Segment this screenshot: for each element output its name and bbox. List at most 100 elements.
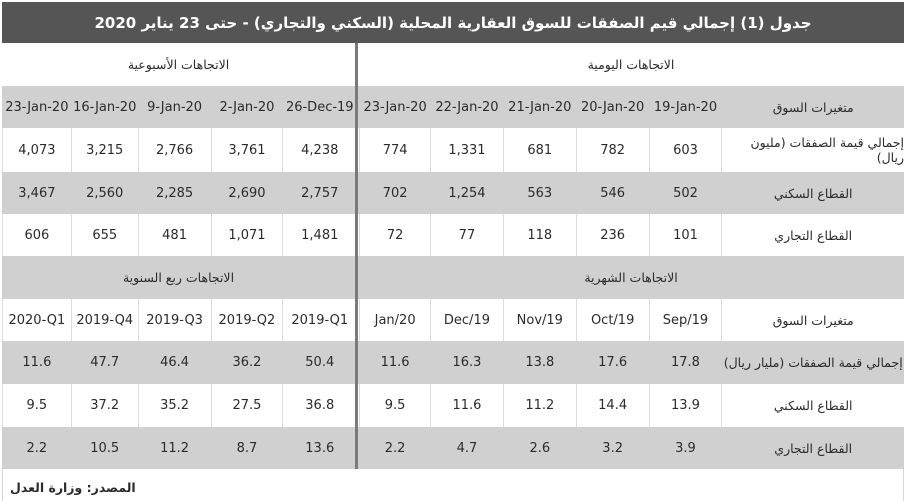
monthly-trends-heading: الاتجاهات الشهرية bbox=[584, 270, 678, 285]
table-cell: 782 bbox=[575, 128, 649, 172]
table-cell: 481 bbox=[137, 214, 211, 256]
row-label-header: متغيرات السوق bbox=[721, 299, 904, 341]
column-header: 23-Jan-20 bbox=[359, 86, 430, 128]
table-cell: 17.8 bbox=[648, 341, 722, 384]
table-cell: 8.7 bbox=[210, 427, 283, 469]
table-title: جدول (1) إجمالي قيم الصفقات للسوق العقار… bbox=[2, 2, 904, 44]
bottom-column-header-row: متغيرات السوق Sep/19 Oct/19 Nov/19 Dec/1… bbox=[1, 299, 904, 341]
table-row: القطاع التجاري 101 236 118 77 72 1,481 1… bbox=[1, 214, 904, 256]
row-label: إجمالي قيمة الصفقات (مليون ريال) bbox=[721, 128, 904, 172]
table-cell: 101 bbox=[648, 214, 722, 256]
column-header: 2-Jan-20 bbox=[210, 86, 283, 128]
table-cell: 13.9 bbox=[648, 384, 722, 427]
table-cell: 9.5 bbox=[359, 384, 430, 427]
column-header: 21-Jan-20 bbox=[502, 86, 576, 128]
row-label-header: متغيرات السوق bbox=[721, 86, 904, 128]
table-row: إجمالي قيمة الصفقات (مليون ريال) 603 782… bbox=[1, 128, 904, 172]
table-cell: 2,766 bbox=[137, 128, 211, 172]
table-cell: 3.9 bbox=[648, 427, 722, 469]
column-header: 20-Jan-20 bbox=[575, 86, 649, 128]
table-cell: 702 bbox=[359, 172, 430, 214]
table-cell: 11.2 bbox=[502, 384, 576, 427]
column-header: 9-Jan-20 bbox=[137, 86, 211, 128]
table-cell: 236 bbox=[575, 214, 649, 256]
table-cell: 13.8 bbox=[502, 341, 576, 384]
table-cell: 11.6 bbox=[359, 341, 430, 384]
row-label: القطاع السكني bbox=[721, 384, 904, 427]
table-cell: 1,071 bbox=[210, 214, 283, 256]
table-cell: 502 bbox=[648, 172, 722, 214]
column-header: 2019-Q4 bbox=[70, 299, 138, 341]
table-cell: 1,481 bbox=[282, 214, 356, 256]
table-cell: 3.2 bbox=[575, 427, 649, 469]
table-cell: 4,073 bbox=[1, 128, 71, 172]
table-cell: 36.8 bbox=[282, 384, 356, 427]
column-header: 22-Jan-20 bbox=[430, 86, 503, 128]
table-cell: 546 bbox=[575, 172, 649, 214]
column-header: 2019-Q3 bbox=[137, 299, 211, 341]
table-cell: 35.2 bbox=[137, 384, 211, 427]
table-cell: 655 bbox=[70, 214, 138, 256]
table-cell: 10.5 bbox=[70, 427, 138, 469]
table-cell: 2.6 bbox=[502, 427, 576, 469]
table-cell: 27.5 bbox=[210, 384, 283, 427]
table-row: القطاع التجاري 3.9 3.2 2.6 4.7 2.2 13.6 … bbox=[1, 427, 904, 469]
table-cell: 3,215 bbox=[70, 128, 138, 172]
table-cell: 77 bbox=[430, 214, 503, 256]
table-cell: 2,560 bbox=[70, 172, 138, 214]
column-header: 2019-Q2 bbox=[210, 299, 283, 341]
column-header: 2020-Q1 bbox=[1, 299, 71, 341]
column-header: Nov/19 bbox=[502, 299, 576, 341]
row-label: القطاع التجاري bbox=[721, 214, 904, 256]
table-cell: 46.4 bbox=[137, 341, 211, 384]
table-cell: 774 bbox=[359, 128, 430, 172]
table-cell: 11.2 bbox=[137, 427, 211, 469]
column-header: Sep/19 bbox=[648, 299, 722, 341]
table-cell: 118 bbox=[502, 214, 576, 256]
column-header: 2019-Q1 bbox=[282, 299, 356, 341]
table-cell: 14.4 bbox=[575, 384, 649, 427]
table-cell: 16.3 bbox=[430, 341, 503, 384]
table-row: إجمالي قيمة الصفقات (مليار ريال) 17.8 17… bbox=[1, 341, 904, 384]
weekly-trends-heading: الاتجاهات الأسبوعية bbox=[127, 57, 230, 72]
column-header: 26-Dec-19 bbox=[282, 86, 356, 128]
row-label: القطاع التجاري bbox=[721, 427, 904, 469]
column-header: 19-Jan-20 bbox=[648, 86, 722, 128]
section-divider bbox=[355, 43, 358, 469]
table-cell: 603 bbox=[648, 128, 722, 172]
table-cell: 11.6 bbox=[1, 341, 71, 384]
table-cell: 681 bbox=[502, 128, 576, 172]
table-cell: 1,331 bbox=[430, 128, 503, 172]
table-cell: 47.7 bbox=[70, 341, 138, 384]
table-cell: 563 bbox=[502, 172, 576, 214]
table-cell: 3,467 bbox=[1, 172, 71, 214]
table-cell: 4.7 bbox=[430, 427, 503, 469]
table-cell: 2,757 bbox=[282, 172, 356, 214]
table-cell: 3,761 bbox=[210, 128, 283, 172]
table-cell: 37.2 bbox=[70, 384, 138, 427]
table-cell: 13.6 bbox=[282, 427, 356, 469]
table-cell: 72 bbox=[359, 214, 430, 256]
daily-trends-heading: الاتجاهات اليومية bbox=[587, 57, 675, 72]
column-header: Oct/19 bbox=[575, 299, 649, 341]
column-header: 23-Jan-20 bbox=[1, 86, 71, 128]
column-header: Dec/19 bbox=[430, 299, 503, 341]
top-section-heading-row bbox=[2, 43, 904, 86]
table-cell: 50.4 bbox=[282, 341, 356, 384]
quarterly-trends-heading: الاتجاهات ربع السنوية bbox=[122, 270, 235, 285]
table-cell: 2.2 bbox=[359, 427, 430, 469]
table-cell: 17.6 bbox=[575, 341, 649, 384]
table-cell: 4,238 bbox=[282, 128, 356, 172]
bottom-section-heading-row bbox=[2, 256, 904, 299]
table-cell: 9.5 bbox=[1, 384, 71, 427]
table-cell: 2.2 bbox=[1, 427, 71, 469]
row-label: إجمالي قيمة الصفقات (مليار ريال) bbox=[721, 341, 904, 384]
column-header: Jan/20 bbox=[359, 299, 430, 341]
table-cell: 606 bbox=[1, 214, 71, 256]
source-note: المصدر: وزارة العدل bbox=[10, 480, 136, 495]
table-cell: 2,285 bbox=[137, 172, 211, 214]
table-cell: 1,254 bbox=[430, 172, 503, 214]
column-header: 16-Jan-20 bbox=[70, 86, 138, 128]
top-column-header-row: متغيرات السوق 19-Jan-20 20-Jan-20 21-Jan… bbox=[1, 86, 904, 128]
table-cell: 2,690 bbox=[210, 172, 283, 214]
